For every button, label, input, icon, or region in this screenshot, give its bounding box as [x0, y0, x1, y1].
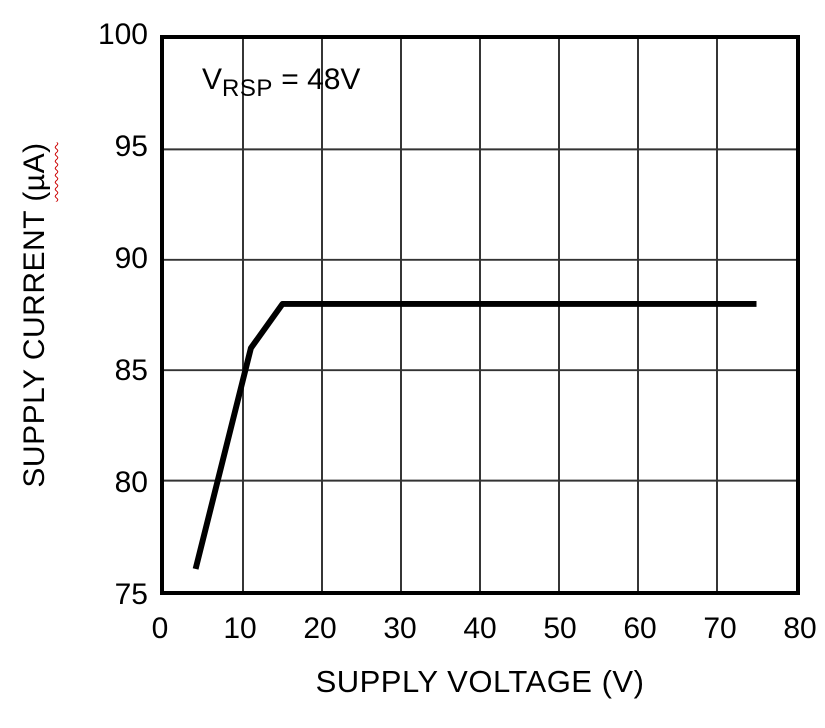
plot-svg	[164, 39, 796, 591]
y-tick-label: 80	[114, 466, 148, 499]
annotation-vrsp: VRSP = 48V	[202, 63, 360, 103]
annotation-value: = 48V	[272, 63, 361, 96]
x-tick-label: 70	[703, 612, 737, 645]
x-tick-label: 20	[303, 612, 337, 645]
y-tick-label: 90	[114, 242, 148, 275]
series-line	[192, 301, 757, 570]
y-axis-title: SUPPLY CURRENT (µA)	[18, 142, 52, 487]
plot-area: VRSP = 48V	[160, 35, 800, 595]
x-axis-title: SUPPLY VOLTAGE (V)	[315, 664, 645, 699]
x-tick-label: 10	[223, 612, 257, 645]
x-tick-label: 0	[151, 612, 169, 645]
annotation-variable: V	[202, 63, 223, 96]
y-tick-label: 75	[114, 578, 148, 611]
y-tick-label: 100	[97, 18, 148, 51]
x-tick-label: 60	[623, 612, 657, 645]
y-tick-label: 95	[114, 130, 148, 163]
x-tick-label: 80	[783, 612, 817, 645]
x-tick-label: 40	[463, 612, 497, 645]
x-tick-label: 50	[543, 612, 577, 645]
x-tick-label: 30	[383, 612, 417, 645]
y-tick-label: 85	[114, 354, 148, 387]
annotation-subscript: RSP	[222, 75, 273, 102]
